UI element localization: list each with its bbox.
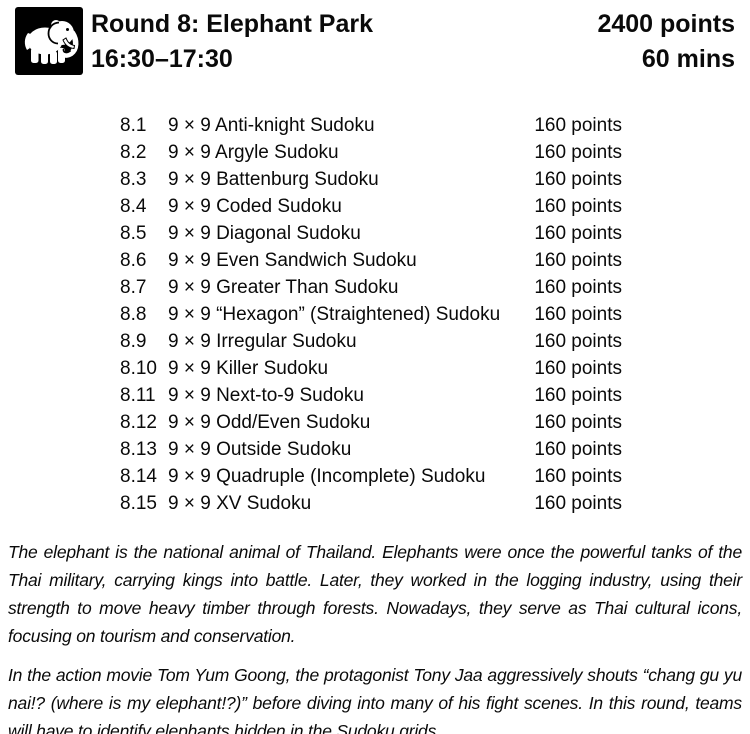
puzzle-row: 8.11 9 × 9 Next-to-9 Sudoku 160 points — [120, 382, 622, 409]
puzzle-points: 160 points — [534, 169, 622, 190]
round-header: Round 8: Elephant Park 2400 points 16:30… — [15, 7, 735, 77]
puzzle-number: 8.6 — [120, 250, 147, 271]
puzzle-number: 8.12 — [120, 412, 157, 433]
puzzle-number: 8.2 — [120, 142, 147, 163]
puzzle-title: 9 × 9 Killer Sudoku — [168, 358, 329, 379]
puzzle-number: 8.8 — [120, 304, 147, 325]
puzzle-list: 8.1 9 × 9 Anti-knight Sudoku 160 points … — [120, 112, 622, 517]
puzzle-row: 8.6 9 × 9 Even Sandwich Sudoku 160 point… — [120, 247, 622, 274]
round-title: Round 8: Elephant Park — [91, 10, 373, 38]
puzzle-points: 160 points — [534, 142, 622, 163]
puzzle-row: 8.4 9 × 9 Coded Sudoku 160 points — [120, 193, 622, 220]
puzzle-number: 8.15 — [120, 493, 157, 514]
header-text: Round 8: Elephant Park 2400 points 16:30… — [91, 7, 735, 77]
puzzle-row: 8.13 9 × 9 Outside Sudoku 160 points — [120, 436, 622, 463]
puzzle-row: 8.8 9 × 9 “Hexagon” (Straightened) Sudok… — [120, 301, 622, 328]
puzzle-points: 160 points — [534, 331, 622, 352]
puzzle-title: 9 × 9 “Hexagon” (Straightened) Sudoku — [168, 304, 501, 325]
puzzle-number: 8.5 — [120, 223, 147, 244]
puzzle-points: 160 points — [534, 412, 622, 433]
puzzle-row: 8.2 9 × 9 Argyle Sudoku 160 points — [120, 139, 622, 166]
puzzle-row: 8.5 9 × 9 Diagonal Sudoku 160 points — [120, 220, 622, 247]
puzzle-row: 8.12 9 × 9 Odd/Even Sudoku 160 points — [120, 409, 622, 436]
puzzle-title: 9 × 9 Argyle Sudoku — [168, 142, 339, 163]
puzzle-title: 9 × 9 Outside Sudoku — [168, 439, 352, 460]
puzzle-title: 9 × 9 Next-to-9 Sudoku — [168, 385, 364, 406]
puzzle-row: 8.15 9 × 9 XV Sudoku 160 points — [120, 490, 622, 517]
puzzle-row: 8.9 9 × 9 Irregular Sudoku 160 points — [120, 328, 622, 355]
puzzle-row: 8.3 9 × 9 Battenburg Sudoku 160 points — [120, 166, 622, 193]
puzzle-title: 9 × 9 Greater Than Sudoku — [168, 277, 399, 298]
puzzle-number: 8.3 — [120, 169, 147, 190]
puzzle-number: 8.7 — [120, 277, 147, 298]
puzzle-points: 160 points — [534, 223, 622, 244]
puzzle-title: 9 × 9 Even Sandwich Sudoku — [168, 250, 417, 271]
puzzle-points: 160 points — [534, 358, 622, 379]
puzzle-row: 8.7 9 × 9 Greater Than Sudoku 160 points — [120, 274, 622, 301]
puzzle-points: 160 points — [534, 385, 622, 406]
puzzle-points: 160 points — [534, 439, 622, 460]
flavour-paragraph-movie: In the action movie Tom Yum Goong, the p… — [8, 665, 742, 734]
round-time-range: 16:30–17:30 — [91, 45, 233, 73]
header-row-time: 16:30–17:30 60 mins — [91, 42, 735, 77]
puzzle-points: 160 points — [534, 466, 622, 487]
puzzle-title: 9 × 9 Diagonal Sudoku — [168, 223, 361, 244]
puzzle-number: 8.11 — [120, 385, 156, 406]
puzzle-row: 8.10 9 × 9 Killer Sudoku 160 points — [120, 355, 622, 382]
puzzle-row: 8.1 9 × 9 Anti-knight Sudoku 160 points — [120, 112, 622, 139]
puzzle-number: 8.9 — [120, 331, 147, 352]
puzzle-number: 8.10 — [120, 358, 157, 379]
puzzle-title: 9 × 9 Quadruple (Incomplete) Sudoku — [168, 466, 486, 487]
puzzle-title: 9 × 9 Odd/Even Sudoku — [168, 412, 371, 433]
puzzle-points: 160 points — [534, 196, 622, 217]
round-points-total: 2400 points — [597, 10, 735, 38]
header-row-title: Round 8: Elephant Park 2400 points — [91, 7, 735, 42]
puzzle-points: 160 points — [534, 250, 622, 271]
puzzle-title: 9 × 9 Coded Sudoku — [168, 196, 342, 217]
puzzle-number: 8.4 — [120, 196, 147, 217]
puzzle-points: 160 points — [534, 493, 622, 514]
puzzle-number: 8.14 — [120, 466, 157, 487]
puzzle-points: 160 points — [534, 304, 622, 325]
puzzle-title: 9 × 9 XV Sudoku — [168, 493, 312, 514]
round-duration: 60 mins — [641, 45, 735, 73]
puzzle-title: 9 × 9 Anti-knight Sudoku — [168, 115, 375, 136]
puzzle-points: 160 points — [534, 115, 622, 136]
puzzle-title: 9 × 9 Irregular Sudoku — [168, 331, 357, 352]
flavour-paragraph-elephant-history: The elephant is the national animal of T… — [8, 542, 742, 646]
elephant-icon — [15, 7, 83, 75]
flavour-text: The elephant is the national animal of T… — [8, 538, 742, 734]
puzzle-title: 9 × 9 Battenburg Sudoku — [168, 169, 379, 190]
puzzle-row: 8.14 9 × 9 Quadruple (Incomplete) Sudoku… — [120, 463, 622, 490]
puzzle-points: 160 points — [534, 277, 622, 298]
puzzle-number: 8.1 — [120, 115, 147, 136]
puzzle-number: 8.13 — [120, 439, 157, 460]
